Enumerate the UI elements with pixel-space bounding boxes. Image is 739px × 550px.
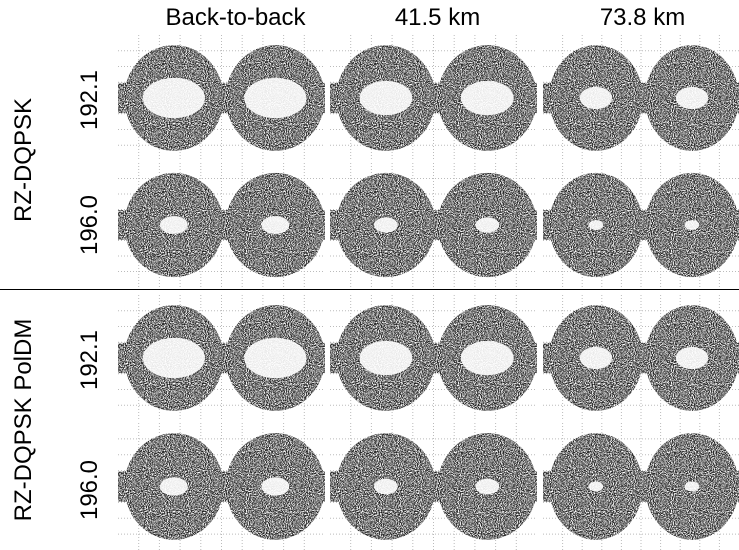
eye-opening: [143, 338, 205, 378]
eye-opening: [374, 479, 398, 495]
group-label: RZ-DQPSK PolDM: [10, 319, 38, 522]
row-label: 192.1: [76, 70, 104, 130]
eye-opening: [475, 217, 499, 232]
column-title: 41.5 km: [335, 4, 540, 32]
eye-opening: [160, 216, 188, 234]
eye-opening: [359, 341, 412, 375]
eye-opening: [589, 220, 604, 230]
eye-diagram: [543, 163, 739, 287]
separator: [0, 289, 739, 290]
row-label: 196.0: [76, 195, 104, 255]
row-label: 196.0: [76, 460, 104, 520]
eye-opening: [359, 81, 412, 115]
eye-diagram: [118, 35, 325, 161]
eye-opening: [685, 481, 700, 491]
eye-trace: [543, 45, 739, 151]
eye-opening: [580, 347, 612, 369]
eye-opening: [244, 78, 306, 118]
eye-trace: [118, 173, 325, 277]
eye-diagram: [118, 163, 325, 287]
eye-trace: [543, 433, 739, 540]
eye-diagram: [118, 295, 325, 421]
eye-trace: [543, 305, 739, 411]
eye-diagram: [543, 35, 739, 161]
eye-opening: [461, 81, 514, 115]
figure: Back-to-back 41.5 km 73.8 km RZ-DQPSK 19…: [0, 0, 739, 550]
eye-opening: [374, 217, 398, 232]
eye-trace: [543, 173, 739, 277]
eye-opening: [261, 216, 289, 234]
eye-trace: [118, 433, 325, 540]
eye-diagram: [330, 423, 537, 550]
eye-opening: [676, 87, 708, 109]
eye-trace: [330, 173, 537, 277]
eye-opening: [589, 481, 604, 491]
eye-opening: [160, 477, 188, 495]
eye-diagram: [118, 423, 325, 550]
eye-diagram: [330, 295, 537, 421]
column-title: 73.8 km: [540, 4, 739, 32]
eye-opening: [676, 347, 708, 369]
group-label: RZ-DQPSK: [10, 98, 38, 222]
eye-opening: [685, 220, 700, 230]
eye-trace: [330, 433, 537, 540]
column-title: Back-to-back: [133, 4, 338, 32]
eye-opening: [143, 78, 205, 118]
eye-opening: [261, 477, 289, 495]
eye-opening: [580, 87, 612, 109]
eye-opening: [475, 479, 499, 495]
eye-opening: [244, 338, 306, 378]
eye-diagram: [330, 163, 537, 287]
row-label: 192.1: [76, 330, 104, 390]
eye-diagram: [543, 295, 739, 421]
eye-diagram: [543, 423, 739, 550]
eye-opening: [461, 341, 514, 375]
eye-diagram: [330, 35, 537, 161]
